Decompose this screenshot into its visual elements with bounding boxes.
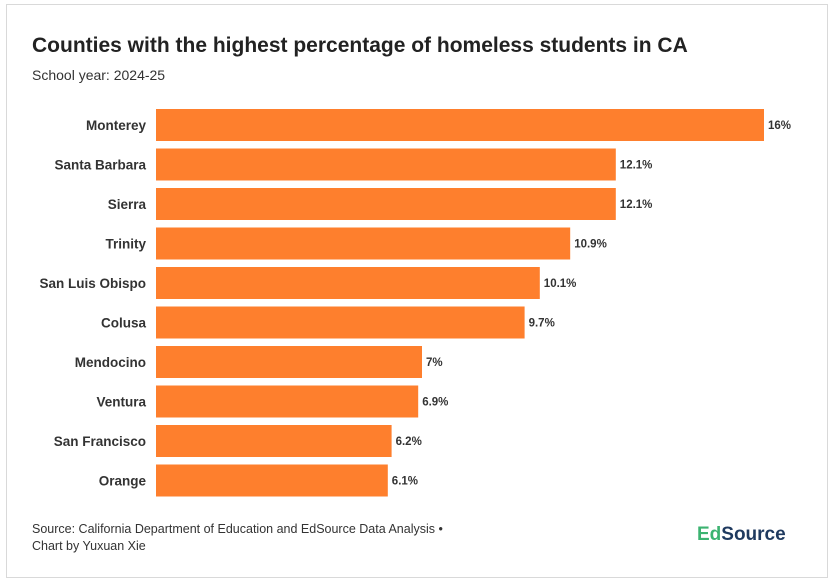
value-label: 12.1% bbox=[620, 160, 653, 172]
bar-chart: Monterey 16% Santa Barbara 12.1% Sierra 12.1%… bbox=[39, 109, 791, 497]
chart-title: Counties with the highest percentage of … bbox=[32, 34, 688, 57]
bar-orange bbox=[156, 464, 388, 497]
value-label: 10.1% bbox=[544, 278, 577, 290]
value-label: 7% bbox=[426, 357, 443, 369]
bar-monterey bbox=[156, 109, 764, 141]
bar-sierra bbox=[156, 188, 616, 220]
value-label: 12.1% bbox=[620, 199, 653, 211]
category-label: Ventura bbox=[96, 395, 146, 410]
chart-subtitle: School year: 2024-25 bbox=[32, 67, 166, 83]
bar-san-luis-obispo bbox=[156, 267, 540, 299]
category-label: Mendocino bbox=[75, 355, 146, 370]
category-label: Monterey bbox=[86, 118, 147, 133]
value-label: 6.9% bbox=[422, 397, 448, 409]
value-label: 6.1% bbox=[392, 476, 418, 488]
value-label: 16% bbox=[768, 120, 791, 132]
logo-part-ed: Ed bbox=[697, 524, 722, 545]
category-label: Colusa bbox=[101, 316, 147, 331]
category-label: Orange bbox=[99, 474, 147, 489]
bar-mendocino bbox=[156, 346, 422, 378]
bar-santa-barbara bbox=[156, 148, 616, 181]
value-label: 9.7% bbox=[529, 318, 555, 330]
value-label: 6.2% bbox=[396, 436, 422, 448]
category-label: San Francisco bbox=[54, 434, 146, 449]
category-label: Santa Barbara bbox=[54, 158, 146, 173]
category-label: San Luis Obispo bbox=[39, 276, 146, 291]
bar-san-francisco bbox=[156, 425, 392, 457]
logo-part-source: Source bbox=[721, 524, 786, 545]
category-label: Sierra bbox=[108, 197, 147, 212]
source-note: Source: California Department of Educati… bbox=[32, 521, 443, 555]
source-line-2: Chart by Yuxuan Xie bbox=[32, 539, 146, 553]
source-line-1: Source: California Department of Educati… bbox=[32, 522, 443, 536]
value-label: 10.9% bbox=[574, 239, 607, 251]
bar-trinity bbox=[156, 227, 571, 260]
bar-colusa bbox=[156, 306, 525, 339]
edsource-logo: EdSource bbox=[697, 524, 786, 546]
bar-ventura bbox=[156, 385, 419, 418]
category-label: Trinity bbox=[105, 237, 146, 252]
